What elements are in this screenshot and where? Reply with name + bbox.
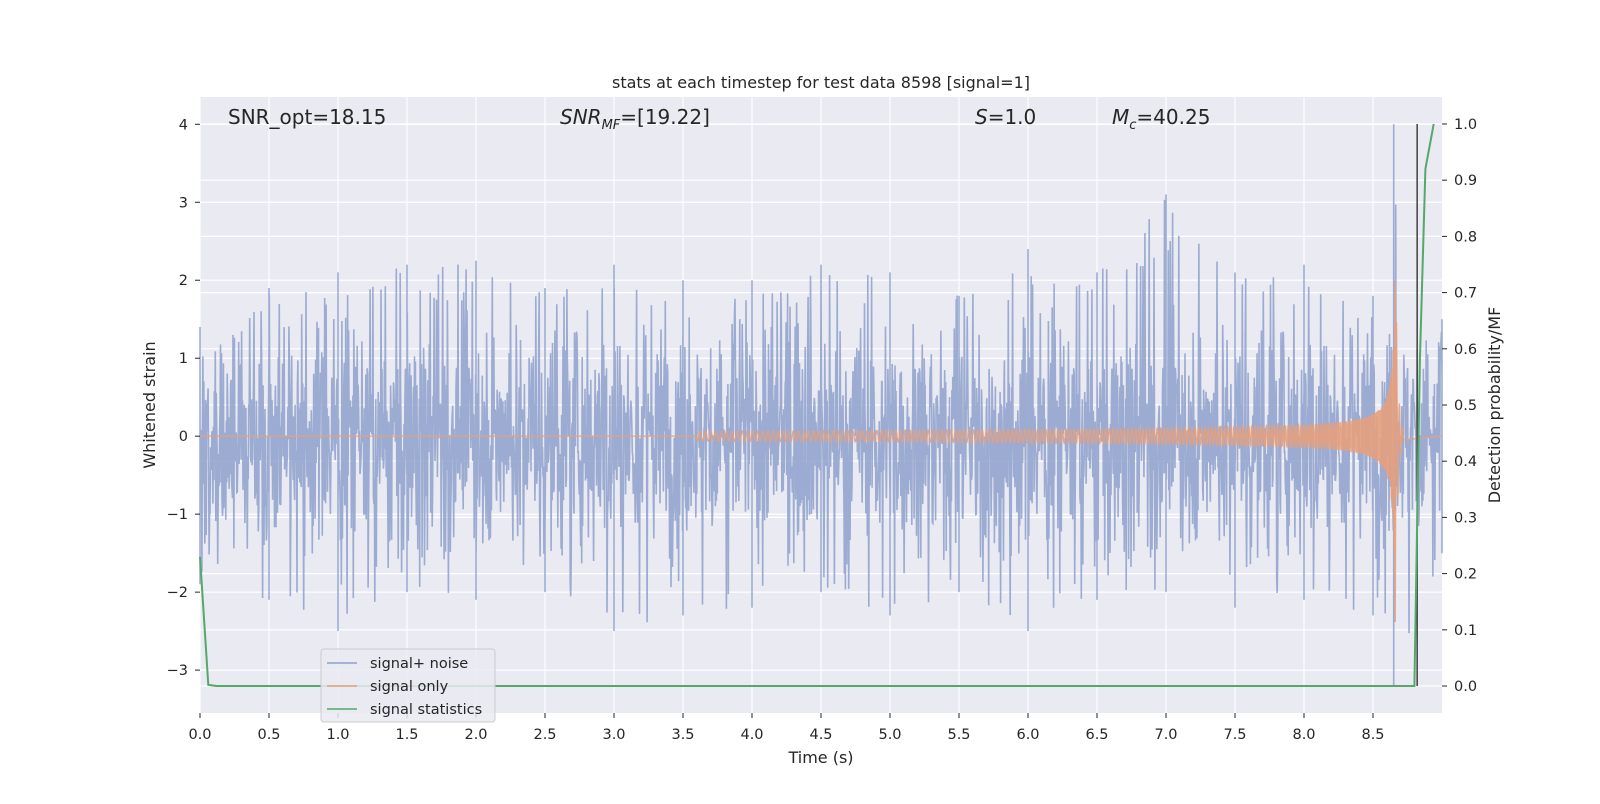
x-tick-label: 7.0	[1154, 727, 1177, 743]
y-right-tick-label: 0.0	[1454, 679, 1477, 695]
x-tick-label: 2.0	[464, 727, 487, 743]
y-axis-right-label: Detection probability/MF	[1485, 307, 1504, 504]
mc-value: =40.25	[1136, 105, 1210, 129]
series-signal-statistics	[199, 123, 1435, 687]
x-tick-label: 8.0	[1292, 727, 1315, 743]
snr-mf-base: SNR	[560, 105, 602, 129]
x-tick-label: 7.5	[1223, 727, 1246, 743]
legend: signal+ noise signal only signal statist…	[320, 648, 496, 723]
annotation-s: S=1.0	[975, 105, 1036, 129]
legend-box	[320, 648, 496, 723]
y-right-tick-label: 0.7	[1454, 286, 1477, 302]
x-tick-label: 3.0	[602, 727, 625, 743]
y-right-tick-label: 1.0	[1454, 117, 1477, 133]
x-tick-label: 8.5	[1361, 727, 1384, 743]
x-tick-label: 6.0	[1016, 727, 1039, 743]
y-tick-label: 1	[179, 351, 188, 367]
x-tick-label: 5.5	[947, 727, 970, 743]
y-right-tick-label: 0.1	[1454, 623, 1477, 639]
y-right-tick-label: 0.6	[1454, 342, 1477, 358]
y-right-tick-label: 0.5	[1454, 398, 1477, 414]
annotation-mc: Mc=40.25	[1112, 105, 1210, 133]
snr-mf-value: =[19.22]	[620, 105, 710, 129]
x-tick-label: 1.5	[395, 727, 418, 743]
x-tick-label: 4.0	[740, 727, 763, 743]
x-tick-label: 5.0	[878, 727, 901, 743]
y-tick-label: 0	[179, 429, 188, 445]
x-tick-label: 0.0	[188, 727, 211, 743]
annotation-snr-mf: SNRMF=[19.22]	[560, 105, 710, 133]
y-tick-label: 3	[179, 195, 188, 211]
x-tick-label: 0.5	[257, 727, 280, 743]
x-tick-label: 3.5	[671, 727, 694, 743]
y-tick-label: 2	[179, 273, 188, 289]
s-symbol: S	[975, 105, 988, 129]
y-right-tick-label: 0.3	[1454, 510, 1477, 526]
mc-sub: c	[1129, 118, 1136, 133]
mc-symbol: M	[1112, 105, 1129, 129]
y-tick-label: −2	[167, 585, 188, 601]
y-right-tick-label: 0.9	[1454, 173, 1477, 189]
chart-title: stats at each timestep for test data 859…	[612, 73, 1030, 92]
data-marks	[199, 123, 1443, 687]
legend-label-signal-noise: signal+ noise	[370, 656, 468, 672]
y-tick-label: 4	[179, 117, 188, 133]
legend-label-signal-statistics: signal statistics	[370, 702, 482, 718]
x-axis-label: Time (s)	[787, 748, 853, 767]
snr-mf-sub: MF	[602, 118, 621, 133]
x-tick-label: 4.5	[809, 727, 832, 743]
s-value: =1.0	[988, 105, 1037, 129]
y-axis-label: Whitened strain	[140, 341, 159, 468]
x-tick-label: 1.0	[326, 727, 349, 743]
y-tick-label: −1	[167, 507, 188, 523]
y-right-tick-label: 0.4	[1454, 454, 1477, 470]
y-right-tick-label: 0.2	[1454, 567, 1477, 583]
y-tick-label: −3	[167, 663, 188, 679]
x-tick-label: 6.5	[1085, 727, 1108, 743]
x-tick-label: 2.5	[533, 727, 556, 743]
y-right-tick-label: 0.8	[1454, 229, 1477, 245]
legend-label-signal-only: signal only	[370, 679, 449, 695]
annotation-snr-opt: SNR_opt=18.15	[228, 105, 386, 129]
series-signal-only	[200, 280, 1443, 623]
axes: 0.0 0.5 1.0 1.5 2.0 2.5 3.0 3.5 4.0 4.5 5.0 5.5 6.0 6…	[167, 117, 1477, 743]
